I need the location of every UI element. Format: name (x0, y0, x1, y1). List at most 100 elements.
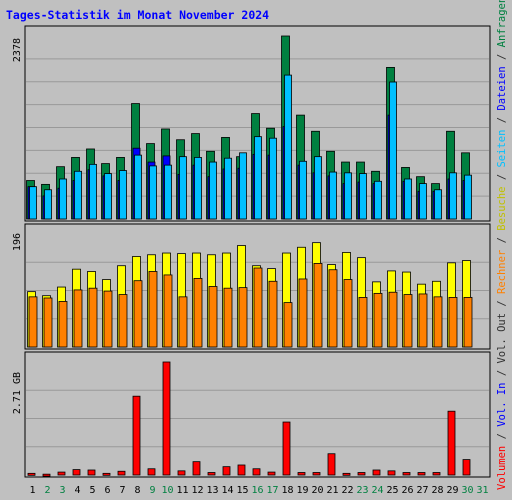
x-tick-label-day: 12 (191, 485, 203, 496)
bar-seiten (299, 160, 307, 220)
bar-volumen (207, 472, 216, 476)
y-axis-max-label-3: 2.71 GB (12, 372, 23, 414)
bar-seiten (134, 154, 142, 220)
bar-volumen (177, 470, 186, 476)
x-tick-label-day: 23 (356, 485, 368, 496)
bar-seiten (314, 156, 322, 220)
bar-volumen (252, 468, 261, 476)
bar-rechner (208, 286, 218, 348)
bar-rechner (388, 291, 398, 348)
x-tick-label-day: 27 (416, 485, 428, 496)
bar-volumen (87, 469, 96, 476)
bar-rechner (448, 297, 458, 348)
legend-entry: Seiten (496, 130, 508, 168)
bar-rechner (253, 267, 263, 348)
bar-volumen (282, 421, 291, 476)
bar-rechner (463, 297, 473, 348)
bar-seiten (104, 173, 112, 220)
legend-entry: / (496, 111, 508, 130)
bar-seiten (464, 174, 472, 220)
bar-rechner (88, 287, 98, 348)
bar-seiten (29, 186, 37, 220)
x-tick-label-day: 20 (311, 485, 323, 496)
bar-volumen (432, 472, 441, 476)
legend-entry: Besuche (496, 186, 508, 230)
bar-seiten (374, 180, 382, 220)
x-tick-label-day: 25 (386, 485, 398, 496)
x-tick-label-day: 8 (134, 485, 140, 496)
bar-rechner (283, 302, 293, 348)
bar-seiten (224, 157, 232, 220)
x-tick-label-day: 2 (44, 485, 50, 496)
bar-rechner (313, 263, 323, 348)
legend-entry: / (496, 427, 508, 446)
x-tick-label-day: 4 (74, 485, 80, 496)
bar-rechner (298, 278, 308, 348)
bar-rechner (358, 297, 368, 348)
bar-seiten (149, 165, 157, 220)
bar-volumen (192, 461, 201, 476)
x-tick-label-day: 26 (401, 485, 413, 496)
x-tick-label-day: 19 (296, 485, 308, 496)
legend-entry: Anfragen (496, 0, 508, 47)
bar-seiten (209, 161, 217, 220)
bar-rechner (58, 301, 68, 348)
bar-seiten (44, 189, 52, 220)
bar-seiten (194, 157, 202, 220)
bar-volumen (312, 472, 321, 476)
bar-rechner (433, 296, 443, 348)
bar-volumen (222, 466, 231, 476)
bar-volumen (462, 459, 471, 476)
bar-rechner (103, 290, 113, 348)
bar-seiten (89, 163, 97, 220)
bar-seiten (59, 178, 67, 220)
x-tick-label-day: 1 (29, 485, 35, 496)
x-tick-label-day: 13 (206, 485, 218, 496)
x-tick-label-day: 28 (431, 485, 443, 496)
x-tick-label-day: 31 (476, 485, 488, 496)
bar-volumen (72, 469, 81, 476)
x-tick-label-day: 21 (326, 485, 338, 496)
bar-rechner (133, 280, 143, 348)
bar-volumen (237, 464, 246, 476)
x-tick-label-day: 11 (176, 485, 188, 496)
bar-rechner (418, 293, 428, 348)
bar-volumen (387, 470, 396, 476)
bar-rechner (238, 287, 248, 348)
bar-rechner (163, 274, 173, 348)
bar-volumen (342, 472, 351, 476)
y-axis-max-label-1: 2378 (12, 38, 23, 62)
bar-volumen (417, 472, 426, 476)
x-tick-label-day: 9 (149, 485, 155, 496)
x-tick-label-day: 5 (89, 485, 95, 496)
bar-rechner (328, 269, 338, 348)
bar-seiten (269, 137, 277, 220)
bar-rechner (373, 292, 383, 348)
bar-volumen (42, 473, 51, 477)
x-tick-label-day: 29 (446, 485, 458, 496)
chart-title: Tages-Statistik im Monat November 2024 (6, 8, 269, 22)
bar-volumen (102, 472, 111, 476)
bar-rechner (223, 287, 233, 348)
x-tick-label-day: 30 (461, 485, 473, 496)
bar-rechner (118, 294, 128, 348)
bar-seiten (74, 170, 82, 220)
bar-seiten (449, 172, 457, 220)
bar-seiten (404, 178, 412, 220)
legend-entry: Vol. Out (496, 313, 508, 364)
bar-volumen (327, 453, 336, 476)
bar-rechner (403, 294, 413, 348)
legend-entry: / (496, 47, 508, 66)
legend-entry: / (496, 231, 508, 250)
legend-entry: / (496, 168, 508, 187)
bar-rechner (178, 296, 188, 348)
x-tick-label-day: 22 (341, 485, 353, 496)
x-tick-label-day: 14 (221, 485, 233, 496)
bar-volumen (117, 470, 126, 476)
bar-seiten (284, 74, 292, 220)
x-tick-label-day: 16 (251, 485, 263, 496)
bar-rechner (43, 297, 53, 348)
legend-entry: / (496, 364, 508, 383)
